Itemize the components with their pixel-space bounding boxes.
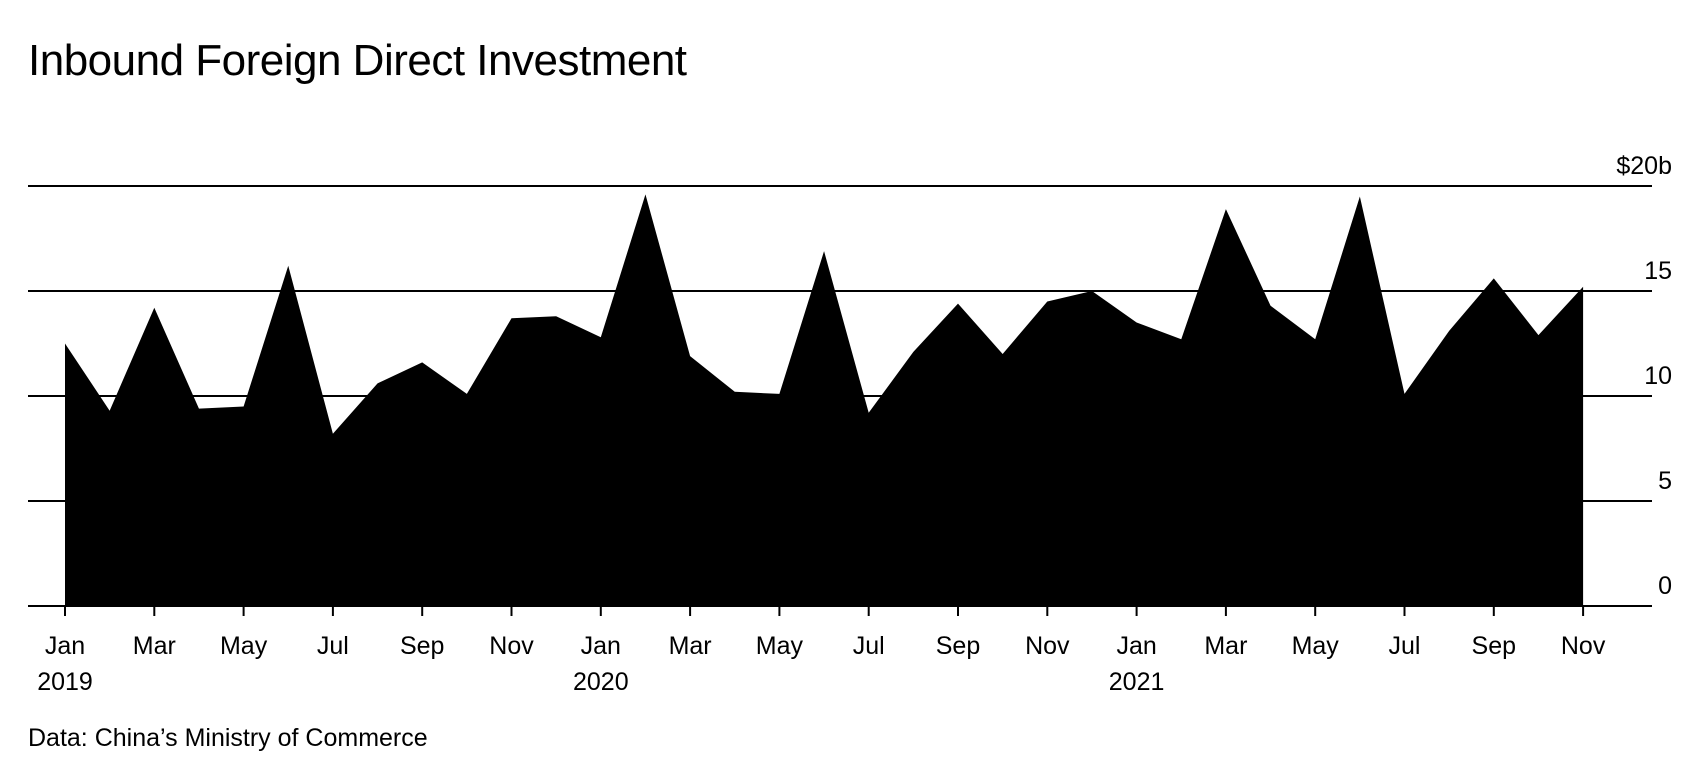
area-series: [65, 194, 1584, 606]
x-tick-label: Nov: [1025, 632, 1070, 660]
x-tick-label: Sep: [936, 632, 980, 660]
x-tick-label: Mar: [133, 632, 176, 660]
y-tick-label: 5: [1658, 467, 1672, 495]
x-tick-label: Jul: [317, 632, 349, 660]
x-tick-label: Nov: [1561, 632, 1606, 660]
x-tick-label: Sep: [400, 632, 444, 660]
x-tick-label: Mar: [1204, 632, 1247, 660]
x-tick-label: Jul: [853, 632, 885, 660]
y-tick-label: $20b: [1616, 152, 1672, 180]
x-tick-label: Mar: [669, 632, 712, 660]
x-tick-label: Jan: [581, 632, 621, 660]
y-tick-label: 0: [1658, 572, 1672, 600]
area-series-0: [65, 194, 1584, 606]
source-note: Data: China’s Ministry of Commerce: [28, 724, 428, 752]
x-tick-label: Jan: [45, 632, 85, 660]
x-year-label: 2019: [37, 668, 93, 696]
x-year-label: 2020: [573, 668, 629, 696]
chart-title: Inbound Foreign Direct Investment: [28, 36, 687, 85]
x-axis-labels: Jan 2019 Mar May Jul Sep Nov Jan 2020 Mar May Jul Se…: [37, 632, 1606, 696]
x-axis-ticks: [64, 606, 1585, 616]
x-tick-label: May: [1292, 632, 1340, 660]
x-tick-label: Jan: [1116, 632, 1156, 660]
y-tick-label: 15: [1644, 257, 1672, 285]
x-tick-label: May: [220, 632, 268, 660]
y-tick-label: 10: [1644, 362, 1672, 390]
y-axis-labels: 0 5 10 15 $20b: [1616, 152, 1672, 600]
x-tick-label: Jul: [1389, 632, 1421, 660]
x-tick-label: Nov: [489, 632, 534, 660]
x-tick-label: May: [756, 632, 804, 660]
x-year-label: 2021: [1109, 668, 1165, 696]
x-tick-label: Sep: [1472, 632, 1516, 660]
